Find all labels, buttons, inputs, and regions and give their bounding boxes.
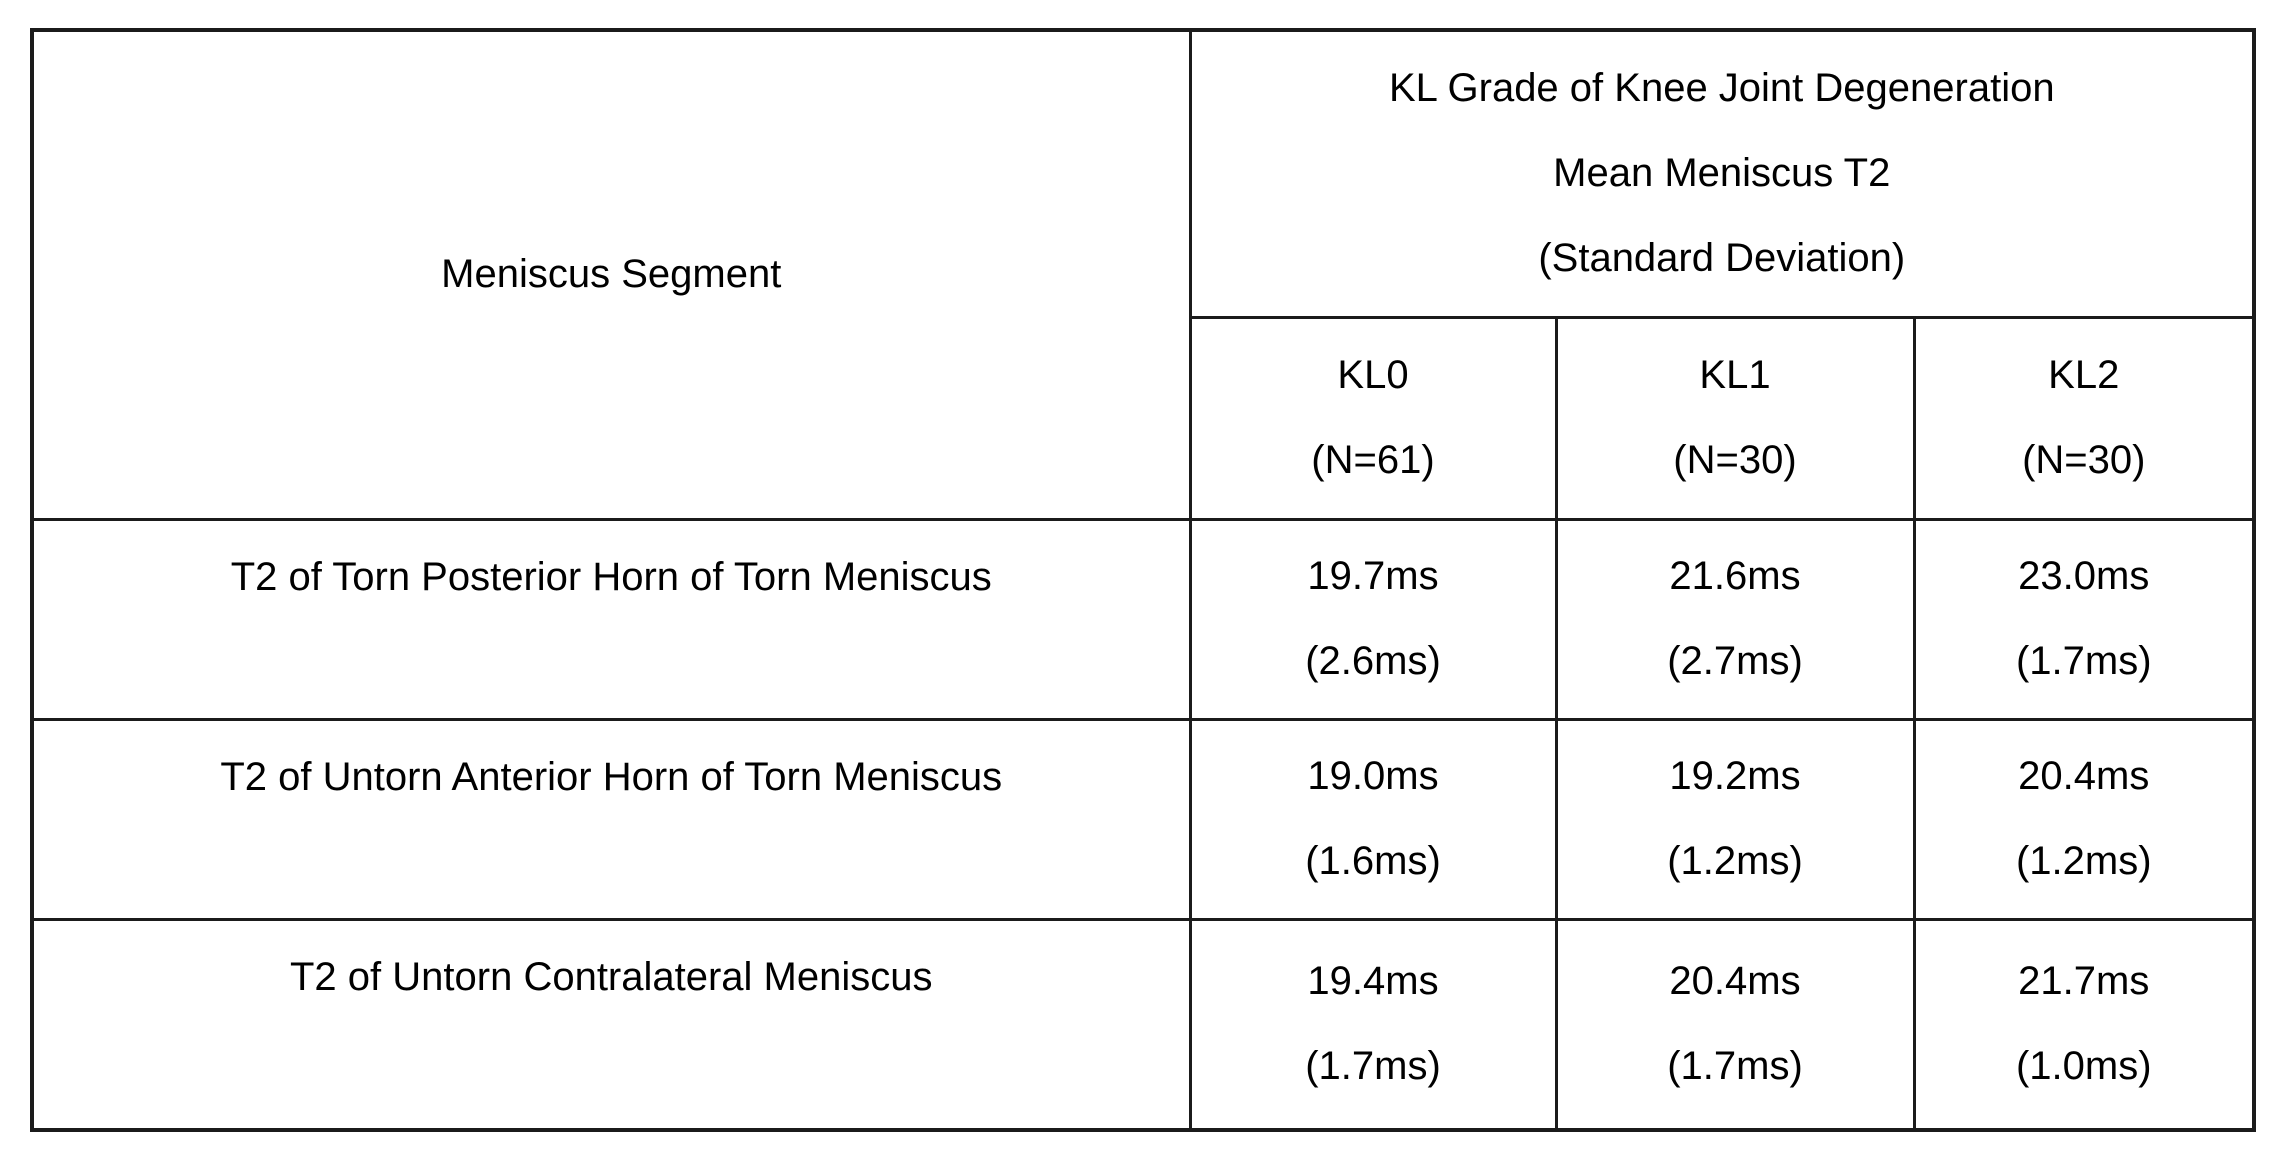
cell-kl0: 19.0ms (1.6ms) — [1188, 717, 1558, 921]
cell-kl1: 20.4ms (1.7ms) — [1554, 917, 1916, 1132]
group-header-line-3: (Standard Deviation) — [1538, 236, 1906, 281]
meniscus-t2-table: Meniscus Segment KL Grade of Knee Joint … — [30, 28, 2257, 1132]
column-header-row: KL0 (N=61) KL1 (N=30) KL2 (N=30) — [32, 315, 2256, 521]
row-label: T2 of Untorn Anterior Horn of Torn Menis… — [30, 717, 1192, 921]
cell-kl2: 23.0ms (1.7ms) — [1912, 517, 2256, 721]
cell-mean: 19.4ms — [1307, 959, 1439, 1004]
cell-mean: 21.6ms — [1669, 554, 1801, 598]
group-header-line-1: KL Grade of Knee Joint Degeneration — [1388, 66, 2055, 111]
cell-kl1: 19.2ms (1.2ms) — [1554, 717, 1916, 921]
cell-sd: (1.7ms) — [1667, 1044, 1803, 1089]
cell-mean: 19.7ms — [1307, 554, 1439, 598]
kl1-n-label: (N=30) — [1673, 438, 1797, 482]
cell-kl0: 19.7ms (2.6ms) — [1188, 517, 1558, 721]
cell-mean: 20.4ms — [2018, 754, 2150, 798]
kl2-grade-label: KL2 — [2048, 353, 2120, 397]
cell-sd: (1.7ms) — [2015, 639, 2152, 683]
cell-kl1: 21.6ms (2.7ms) — [1554, 517, 1916, 721]
cell-mean: 19.0ms — [1307, 754, 1439, 798]
row-label: T2 of Untorn Contralateral Meniscus — [30, 917, 1192, 1132]
cell-sd: (1.6ms) — [1305, 839, 1441, 883]
cell-sd: (1.2ms) — [2015, 839, 2152, 883]
cell-kl2: 20.4ms (1.2ms) — [1912, 717, 2256, 921]
cell-mean: 20.4ms — [1669, 959, 1801, 1004]
corner-header-meniscus-segment: Meniscus Segment — [30, 28, 1192, 521]
column-header-kl1: KL1 (N=30) — [1554, 315, 1916, 521]
cell-sd: (2.6ms) — [1305, 639, 1441, 683]
cell-sd: (2.7ms) — [1667, 639, 1803, 683]
corner-header-label: Meniscus Segment — [441, 252, 782, 297]
column-header-kl2: KL2 (N=30) — [1912, 315, 2256, 521]
table-row-untorn-anterior-horn: T2 of Untorn Anterior Horn of Torn Menis… — [30, 717, 2256, 921]
group-header-line-2: Mean Meniscus T2 — [1553, 151, 1891, 196]
cell-mean: 23.0ms — [2018, 554, 2150, 598]
kl1-grade-label: KL1 — [1699, 353, 1771, 397]
kl0-n-label: (N=61) — [1311, 438, 1435, 482]
group-header: KL Grade of Knee Joint Degeneration Mean… — [1188, 28, 2256, 319]
cell-mean: 19.2ms — [1669, 754, 1801, 798]
table-row-untorn-contralateral: T2 of Untorn Contralateral Meniscus 19.4… — [30, 917, 2256, 1132]
kl0-grade-label: KL0 — [1337, 353, 1409, 397]
header-group-row: Meniscus Segment KL Grade of Knee Joint … — [30, 28, 2256, 521]
column-header-kl0: KL0 (N=61) — [1188, 315, 1558, 521]
cell-sd: (1.2ms) — [1667, 839, 1803, 883]
table-row-torn-posterior-horn: T2 of Torn Posterior Horn of Torn Menisc… — [30, 517, 2256, 721]
cell-sd: (1.7ms) — [1305, 1044, 1441, 1089]
cell-mean: 21.7ms — [2018, 959, 2150, 1004]
row-label: T2 of Torn Posterior Horn of Torn Menisc… — [30, 517, 1192, 721]
cell-sd: (1.0ms) — [2015, 1044, 2152, 1089]
cell-kl2: 21.7ms (1.0ms) — [1912, 917, 2256, 1132]
cell-kl0: 19.4ms (1.7ms) — [1188, 917, 1558, 1132]
kl2-n-label: (N=30) — [2022, 438, 2146, 482]
